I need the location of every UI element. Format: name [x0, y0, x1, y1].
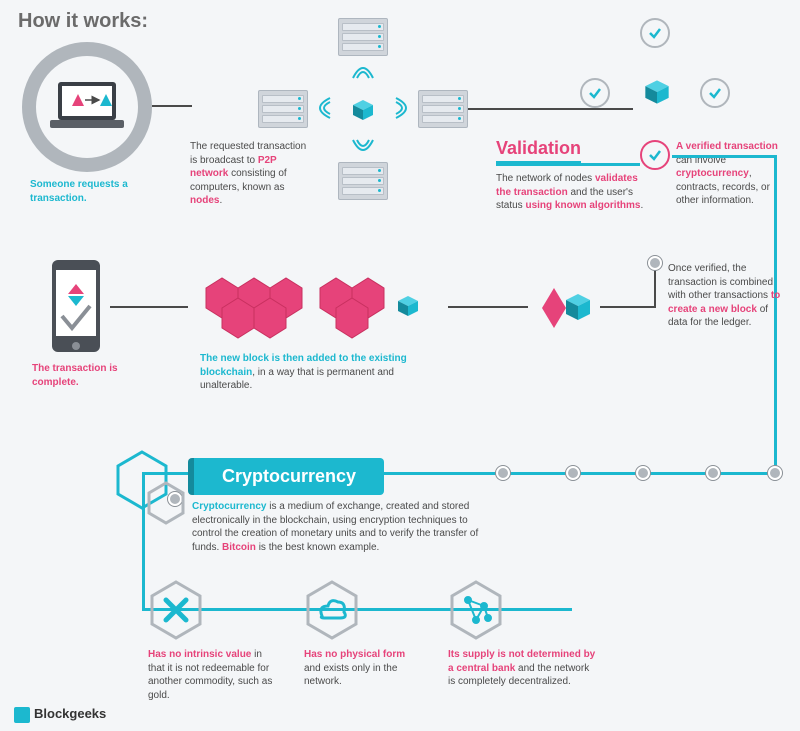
check-icon [640, 18, 670, 48]
validation-caption: The network of nodes validates the trans… [496, 172, 646, 213]
step1-caption: Someone requests a transaction. [30, 178, 150, 205]
feature-hex-net [448, 578, 504, 642]
step2-caption: The requested transaction is broadcast t… [190, 140, 310, 208]
validation-label: Validation [496, 138, 581, 164]
footer-brand: Blockgeeks [14, 706, 106, 723]
crypto-heading: Cryptocurrency [188, 458, 384, 495]
crypto-def: Cryptocurrency is a medium of exchange, … [192, 500, 492, 554]
newblock-graphic [530, 278, 600, 343]
check-icon [580, 78, 610, 108]
cube-icon [643, 78, 671, 111]
feature-hex-cloud [304, 578, 360, 642]
node-dot [706, 466, 720, 480]
check-icon-verified [640, 140, 670, 170]
blockchain-graphic [190, 268, 450, 348]
feature-1: Has no physical form and exists only in … [304, 648, 424, 689]
node-dot [768, 466, 782, 480]
complete-caption: The transaction is complete. [32, 362, 132, 389]
page-title: How it works: [18, 10, 148, 33]
phone-graphic [46, 258, 106, 363]
node-dot [496, 466, 510, 480]
feature-2: Its supply is not determined by a centra… [448, 648, 598, 689]
wifi-icon [351, 62, 375, 82]
feature-hex-x [148, 578, 204, 642]
node-dot [636, 466, 650, 480]
feature-0: Has no intrinsic value in that it is not… [148, 648, 278, 702]
combined-caption: Once verified, the transaction is combin… [668, 262, 788, 330]
cube-icon [351, 98, 375, 127]
added-caption: The new block is then added to the exist… [200, 352, 420, 393]
node-dot [566, 466, 580, 480]
node-dot [648, 256, 662, 270]
step1-graphic [22, 42, 152, 172]
hex-node-small [146, 480, 186, 531]
check-icon [700, 78, 730, 108]
